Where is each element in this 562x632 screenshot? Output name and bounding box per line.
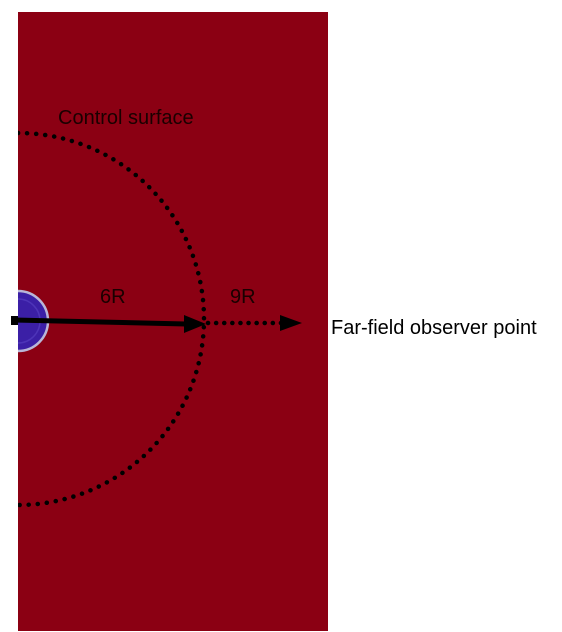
- inner-distance-label: 6R: [100, 286, 126, 308]
- arrow-origin-marker: [11, 316, 18, 325]
- control-surface-label: Control surface: [58, 107, 194, 129]
- control-surface-arc: [18, 130, 207, 508]
- inner-distance-arrow-head: [184, 315, 206, 333]
- observer-point-label: Far-field observer point: [331, 317, 537, 339]
- outer-distance-label: 9R: [230, 286, 256, 308]
- inner-distance-arrow-shaft: [13, 317, 187, 327]
- outer-distance-arrow-head: [280, 315, 302, 331]
